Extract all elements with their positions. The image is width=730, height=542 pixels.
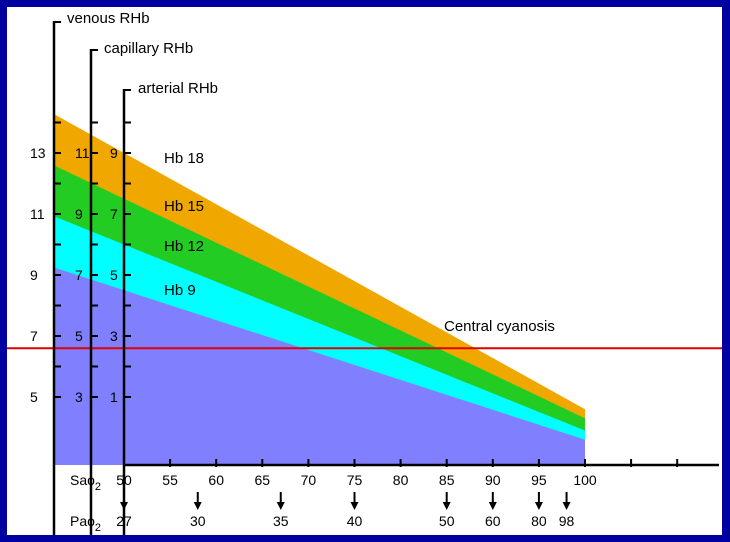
sao2-tick-label-85: 85 xyxy=(439,472,455,488)
pao2-tick-label-98: 98 xyxy=(559,513,575,529)
pao2-arrow-head-40 xyxy=(350,502,359,510)
venous-tick-label-7: 7 xyxy=(30,328,38,344)
pao2-tick-label-30: 30 xyxy=(190,513,206,529)
pao2-arrow-head-35 xyxy=(276,502,285,510)
arterial-tick-label-1: 1 xyxy=(110,389,118,405)
sao2-tick-label-100: 100 xyxy=(573,472,597,488)
central-cyanosis-label: Central cyanosis xyxy=(444,318,555,335)
arterial-tick-label-9: 9 xyxy=(110,145,118,161)
arterial-axis-label: arterial RHb xyxy=(138,80,218,97)
pao2-arrow-head-98 xyxy=(562,502,571,510)
pao2-tick-label-60: 60 xyxy=(485,513,501,529)
capillary-tick-label-11: 11 xyxy=(75,145,90,161)
sao2-tick-label-60: 60 xyxy=(208,472,224,488)
series-label-hb-18: Hb 18 xyxy=(164,150,204,167)
sao2-tick-label-95: 95 xyxy=(531,472,547,488)
sao2-tick-label-50: 50 xyxy=(116,472,132,488)
capillary-tick-label-7: 7 xyxy=(75,267,83,283)
capillary-tick-label-9: 9 xyxy=(75,206,83,222)
pao2-arrow-head-60 xyxy=(488,502,497,510)
pao2-arrow-head-27 xyxy=(120,502,128,510)
sao2-tick-label-65: 65 xyxy=(255,472,271,488)
sao2-label-subscript: 2 xyxy=(95,481,101,493)
sao2-tick-label-70: 70 xyxy=(301,472,317,488)
pao2-arrow-head-30 xyxy=(193,502,202,510)
capillary-axis-label: capillary RHb xyxy=(104,40,193,57)
venous-tick-label-9: 9 xyxy=(30,267,38,283)
pao2-tick-label-27: 27 xyxy=(116,513,132,529)
venous-axis-label: venous RHb xyxy=(67,10,150,27)
arterial-tick-label-3: 3 xyxy=(110,328,118,344)
series-label-hb-15: Hb 15 xyxy=(164,198,204,215)
venous-tick-label-5: 5 xyxy=(30,389,38,405)
arterial-tick-label-5: 5 xyxy=(110,267,118,283)
pao2-label: Pao2 xyxy=(70,513,101,534)
pao2-tick-label-40: 40 xyxy=(347,513,363,529)
pao2-arrow-head-80 xyxy=(534,502,543,510)
pao2-tick-label-35: 35 xyxy=(273,513,289,529)
pao2-tick-label-80: 80 xyxy=(531,513,547,529)
pao2-arrow-head-50 xyxy=(442,502,451,510)
sao2-tick-label-80: 80 xyxy=(393,472,409,488)
arterial-tick-label-7: 7 xyxy=(110,206,118,222)
capillary-tick-label-3: 3 xyxy=(75,389,83,405)
pao2-label-subscript: 2 xyxy=(95,522,101,534)
chart-panel: Hb 9 Hb 12 Hb 15 Hb 18 Central cyanosis venou… xyxy=(7,7,722,535)
pao2-tick-label-50: 50 xyxy=(439,513,455,529)
reduced-hemoglobin-chart: Hb 9 Hb 12 Hb 15 Hb 18 Central cyanosis venou… xyxy=(7,10,722,535)
sao2-tick-label-90: 90 xyxy=(485,472,501,488)
venous-tick-label-11: 11 xyxy=(30,206,45,222)
band-hb-9 xyxy=(54,267,585,465)
venous-tick-label-13: 13 xyxy=(30,145,46,161)
series-label-hb-12: Hb 12 xyxy=(164,238,204,255)
sao2-tick-label-75: 75 xyxy=(347,472,363,488)
sao2-label: Sao2 xyxy=(70,472,101,493)
capillary-tick-label-5: 5 xyxy=(75,328,83,344)
series-label-hb-9: Hb 9 xyxy=(164,282,196,299)
sao2-tick-label-55: 55 xyxy=(162,472,178,488)
